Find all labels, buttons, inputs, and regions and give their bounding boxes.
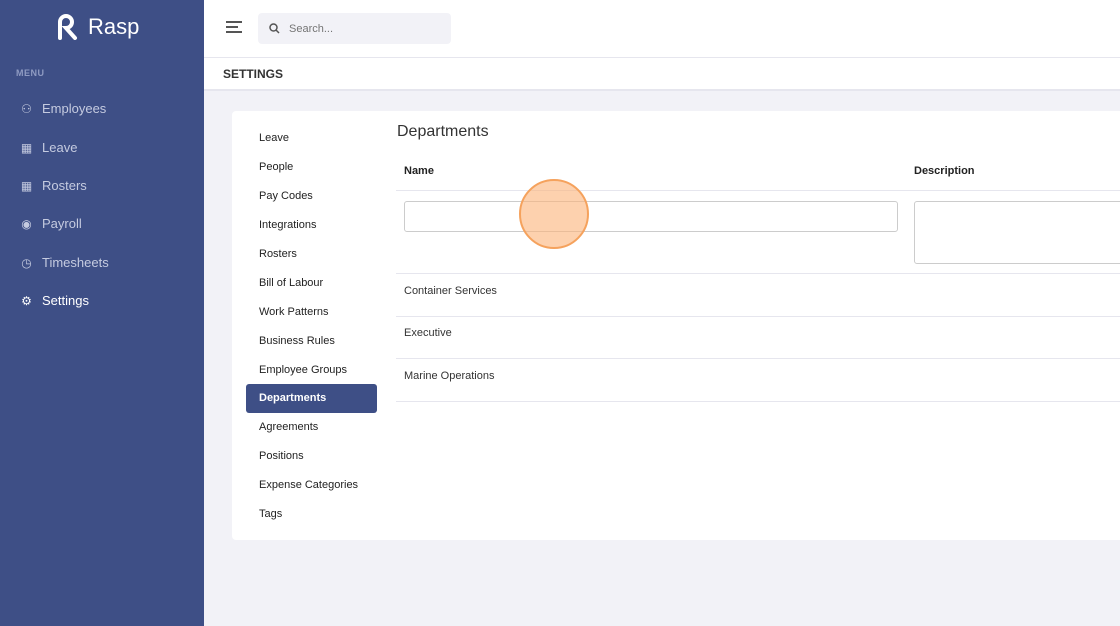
dollar-circle-icon: ◉ xyxy=(21,216,32,231)
settings-nav-item-employee-groups[interactable]: Employee Groups xyxy=(259,363,348,376)
settings-nav-item-pay-codes[interactable]: Pay Codes xyxy=(259,190,313,203)
settings-nav-item-departments[interactable]: Departments xyxy=(246,384,377,413)
settings-nav-item-bill-of-labour[interactable]: Bill of Labour xyxy=(259,276,324,289)
divider xyxy=(396,316,1120,317)
settings-nav-item-tags[interactable]: Tags xyxy=(259,508,283,521)
divider xyxy=(396,401,1120,402)
people-icon: ⚇ xyxy=(21,101,32,116)
department-row[interactable]: Executive xyxy=(404,327,452,339)
click-marker xyxy=(519,179,589,249)
sidebar-item-settings[interactable]: ⚙ Settings xyxy=(20,293,89,308)
rasp-logo-icon xyxy=(58,14,77,40)
sidebar-item-label: Payroll xyxy=(42,216,82,231)
settings-nav-item-integrations[interactable]: Integrations xyxy=(259,219,317,232)
topbar xyxy=(204,0,1120,58)
department-row[interactable]: Container Services xyxy=(404,285,497,297)
divider xyxy=(396,190,1120,191)
sidebar: Rasp MENU ⚇ Employees ▦ Leave ▦ Rosters ◉ Pa… xyxy=(0,0,204,626)
logo[interactable]: Rasp xyxy=(56,14,139,40)
calendar-grid-icon: ▦ xyxy=(20,178,33,193)
menu-label: MENU xyxy=(16,68,45,78)
page-header: SETTINGS xyxy=(204,58,1120,91)
column-header-name: Name xyxy=(404,165,434,177)
sidebar-item-label: Timesheets xyxy=(42,255,109,270)
department-row[interactable]: Marine Operations xyxy=(404,370,495,382)
column-header-description: Description xyxy=(914,165,975,177)
sidebar-item-rosters[interactable]: ▦ Rosters xyxy=(20,178,87,193)
divider xyxy=(396,273,1120,274)
settings-nav-item-positions[interactable]: Positions xyxy=(259,450,304,463)
clock-icon: ◷ xyxy=(21,255,32,270)
search-input[interactable] xyxy=(289,22,429,35)
department-description-input[interactable] xyxy=(914,201,1120,264)
settings-card: Leave People Pay Codes Integrations Rosters B… xyxy=(232,111,1120,540)
settings-nav-item-agreements[interactable]: Agreements xyxy=(259,421,319,434)
sidebar-item-label: Employees xyxy=(42,101,107,116)
settings-nav-item-people[interactable]: People xyxy=(259,161,294,174)
settings-nav-item-business-rules[interactable]: Business Rules xyxy=(259,334,335,347)
page-title: SETTINGS xyxy=(223,67,284,81)
sidebar-item-payroll[interactable]: ◉ Payroll xyxy=(20,216,82,231)
sidebar-item-timesheets[interactable]: ◷ Timesheets xyxy=(20,255,109,270)
gear-icon: ⚙ xyxy=(21,293,32,308)
app-name: Rasp xyxy=(88,14,140,39)
sidebar-item-employees[interactable]: ⚇ Employees xyxy=(20,101,106,116)
settings-nav-item-leave[interactable]: Leave xyxy=(259,132,289,145)
section-title: Departments xyxy=(397,123,489,140)
settings-nav: Leave People Pay Codes Integrations Rosters B… xyxy=(246,124,377,528)
divider xyxy=(396,358,1120,359)
sidebar-item-label: Settings xyxy=(42,293,89,308)
settings-nav-item-rosters[interactable]: Rosters xyxy=(259,248,297,260)
settings-nav-item-work-patterns[interactable]: Work Patterns xyxy=(259,305,329,318)
sidebar-item-label: Rosters xyxy=(42,178,87,193)
settings-nav-item-expense-categories[interactable]: Expense Categories xyxy=(259,479,359,492)
department-name-input[interactable] xyxy=(404,201,898,232)
sidebar-item-leave[interactable]: ▦ Leave xyxy=(20,140,78,155)
search-icon xyxy=(269,23,280,34)
calendar-icon: ▦ xyxy=(20,140,33,155)
sidebar-item-label: Leave xyxy=(42,140,78,155)
search-box[interactable] xyxy=(258,13,451,44)
menu-toggle-icon[interactable] xyxy=(226,21,244,35)
